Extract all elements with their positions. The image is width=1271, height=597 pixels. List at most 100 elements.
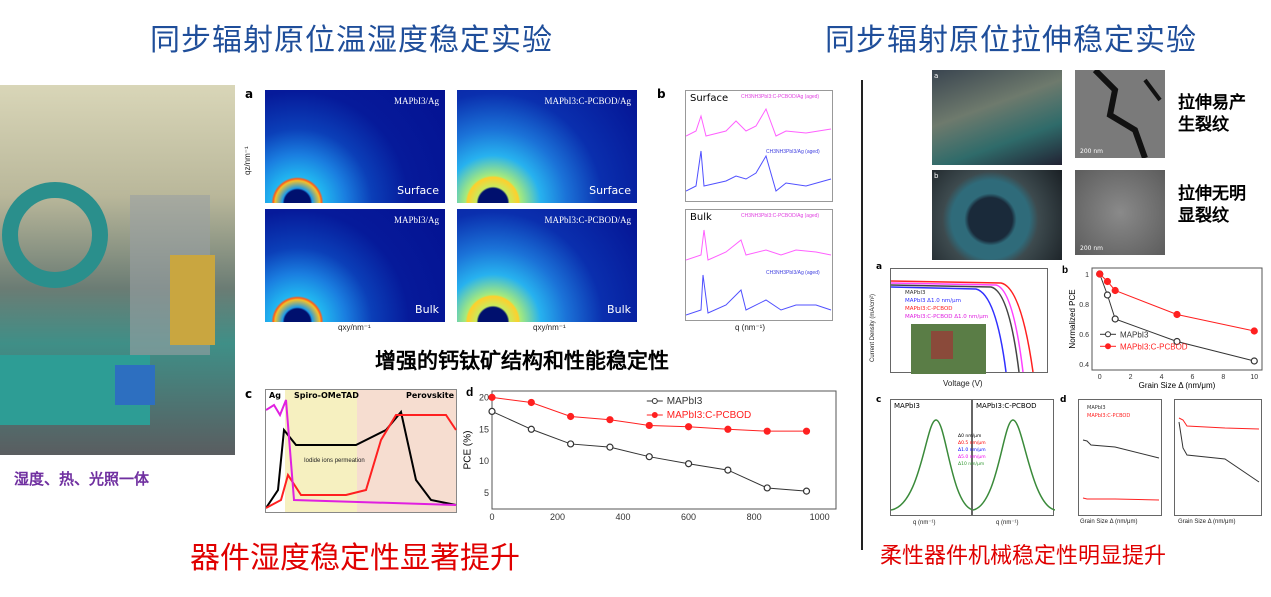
legend-item: Δ0.5 nm/μm xyxy=(958,441,986,446)
scale-bar-label: 200 nm xyxy=(1080,245,1104,252)
plot-title: MAPbI3 xyxy=(894,402,921,410)
x-axis-label: Voltage (V) xyxy=(943,379,983,388)
region-label: Perovskite xyxy=(406,391,455,400)
plot-title: MAPbI3:C-PCBOD xyxy=(976,402,1037,410)
crack-pattern xyxy=(1092,70,1162,158)
data-point xyxy=(527,425,535,433)
xrd-peak-panel-c: c MAPbI3 MAPbI3:C-PCBOD Δ0 nm/μm Δ0.5 nm… xyxy=(868,395,1058,530)
legend-item: CH3NH3PbI3/Ag (aged) xyxy=(766,149,820,155)
legend-item: CH3NH3PbI3:C-PCBOD/Ag (aged) xyxy=(741,213,820,219)
beamline-equipment-illustration xyxy=(0,182,215,425)
photo-label: a xyxy=(934,72,939,80)
normalized-pce-svg: b 0 2 4 6 8 10 0.4 0.6 0.8 1 Normalized PCE Grain Si… xyxy=(1062,265,1263,390)
y-axis-label: PCE (%) xyxy=(462,431,473,470)
y-axis-label: Normalized PCE xyxy=(1068,289,1077,348)
photo-label: b xyxy=(934,172,939,180)
lattice-panel-d: d MAPbI3 MAPbI3:C-PCBOD Grain Size Δ (nm… xyxy=(1058,395,1266,530)
y-axis-label: qz/nm⁻¹ xyxy=(243,146,252,175)
data-point xyxy=(802,487,811,495)
jv-panel-a: a MAPbI3 MAPbI3 Δ1.0 nm/μm MAPbI3:C-PCBO… xyxy=(868,262,1053,392)
x-axis-label: qxy/nm⁻¹ xyxy=(533,323,566,332)
data-point xyxy=(606,443,614,451)
plot-frame xyxy=(491,390,837,510)
data-point xyxy=(684,460,693,468)
beamline-photo xyxy=(0,85,235,455)
x-tick-label: 800 xyxy=(747,512,762,522)
data-point xyxy=(684,423,693,431)
plot-frame xyxy=(1091,267,1263,371)
legend-item: CH3NH3PbI3/Ag (aged) xyxy=(766,270,820,276)
x-tick-label: 0 xyxy=(1098,374,1102,381)
data-point xyxy=(1111,315,1119,323)
x-tick-label: 2 xyxy=(1129,374,1133,381)
crack-note: 拉伸易产生裂纹 xyxy=(1178,93,1246,135)
x-axis-label: q (nm⁻¹) xyxy=(996,520,1019,526)
data-point xyxy=(1103,291,1112,299)
map-region-label: Bulk xyxy=(415,303,439,316)
region-label: Ag xyxy=(269,391,281,400)
legend-item: Δ10 nm/μm xyxy=(958,462,985,467)
data-point xyxy=(1250,327,1258,335)
data-point xyxy=(763,427,771,435)
data-point xyxy=(567,440,575,448)
data-point xyxy=(527,398,535,407)
x-tick-label: 200 xyxy=(550,512,565,522)
x-axis-label: Grain Size Δ (nm/μm) xyxy=(1178,519,1236,525)
legend-item: MAPbI3:C-PCBOD xyxy=(1087,413,1131,419)
normalized-pce-chart-b: b 0 2 4 6 8 10 0.4 0.6 0.8 1 Normalized PCE Grain Si… xyxy=(1058,262,1266,394)
right-title: 同步辐射原位拉伸稳定实验 xyxy=(825,23,1197,58)
x-tick-label: 0 xyxy=(489,512,494,522)
legend-marker xyxy=(1105,331,1111,338)
y-tick-label: 15 xyxy=(479,424,489,434)
panel-label: d xyxy=(1060,395,1067,405)
no-crack-note: 拉伸无明显裂纹 xyxy=(1178,184,1246,226)
depth-profile-plot: Ag Spiro-OMeTAD Perovskite Iodide ions p… xyxy=(265,389,457,513)
x-tick-label: 400 xyxy=(616,512,631,522)
legend-label: MAPbI3 xyxy=(667,396,703,407)
legend-item: Δ1.0 nm/μm xyxy=(958,448,986,453)
section-label: Bulk xyxy=(690,212,712,223)
legend-marker xyxy=(651,398,658,404)
map-sample-label: MAPbI3/Ag xyxy=(393,215,439,225)
panel-label: d xyxy=(466,385,473,399)
xrd-traces xyxy=(686,107,832,192)
structure-stability-subtitle: 增强的钙钛矿结构和性能稳定性 xyxy=(375,349,669,373)
giwaxs-map: MAPbI3/Ag Bulk xyxy=(265,209,445,322)
legend-item: Δ5.0 nm/μm xyxy=(958,455,986,460)
legend-label: MAPbI3:C-PCBOD xyxy=(667,410,751,421)
panel-label: a xyxy=(245,87,254,101)
region-label: Spiro-OMeTAD xyxy=(294,391,359,400)
xrd-surface-plot: Surface CH3NH3PbI3:C-PCBOD/Ag (aged) CH3… xyxy=(685,90,833,202)
data-point xyxy=(488,407,496,416)
legend-item: Δ0 nm/μm xyxy=(958,434,982,439)
y-axis-label: Current Density (mA/cm²) xyxy=(870,293,876,362)
data-point xyxy=(1173,337,1181,346)
pce-chart-svg: d 0 200 400 600 800 1000 5 10 15 20 PCE (%) MAPbI3 MA… xyxy=(462,385,837,522)
x-axis-label: q (nm⁻¹) xyxy=(735,323,765,332)
left-caption: 器件湿度稳定性显著提升 xyxy=(190,541,520,576)
y-tick-label: 5 xyxy=(484,488,489,498)
data-point xyxy=(1096,270,1104,278)
peak-plot-left: MAPbI3 xyxy=(890,399,974,516)
legend-item: CH3NH3PbI3:C-PCBOD/Ag (aged) xyxy=(741,94,820,100)
data-point xyxy=(1173,310,1181,319)
depth-profile-traces xyxy=(266,399,457,509)
xrd-bulk-plot: Bulk CH3NH3PbI3:C-PCBOD/Ag (aged) CH3NH3… xyxy=(685,209,833,321)
data-point xyxy=(802,427,811,435)
section-label: Surface xyxy=(690,93,729,104)
map-region-label: Bulk xyxy=(607,303,631,316)
x-axis-label: q (nm⁻¹) xyxy=(913,520,936,526)
legend-label: MAPbI3:C-PCBOD xyxy=(1120,342,1188,351)
data-point xyxy=(724,466,732,474)
x-tick-label: 10 xyxy=(1250,374,1258,381)
tensile-setup-photo-a: a xyxy=(932,70,1062,165)
x-tick-label: 4 xyxy=(1160,374,1164,381)
legend-marker xyxy=(651,412,658,418)
d-legend: MAPbI3 MAPbI3:C-PCBOD xyxy=(1087,404,1130,420)
legend-item: MAPbI3 xyxy=(905,290,926,296)
y-tick-label: 0.6 xyxy=(1079,332,1089,339)
q110-traces xyxy=(1082,439,1160,501)
map-sample-label: MAPbI3/Ag xyxy=(393,96,439,106)
q110-plot: MAPbI3 MAPbI3:C-PCBOD xyxy=(1078,399,1162,516)
map-sample-label: MAPbI3:C-PCBOD/Ag xyxy=(544,96,631,106)
